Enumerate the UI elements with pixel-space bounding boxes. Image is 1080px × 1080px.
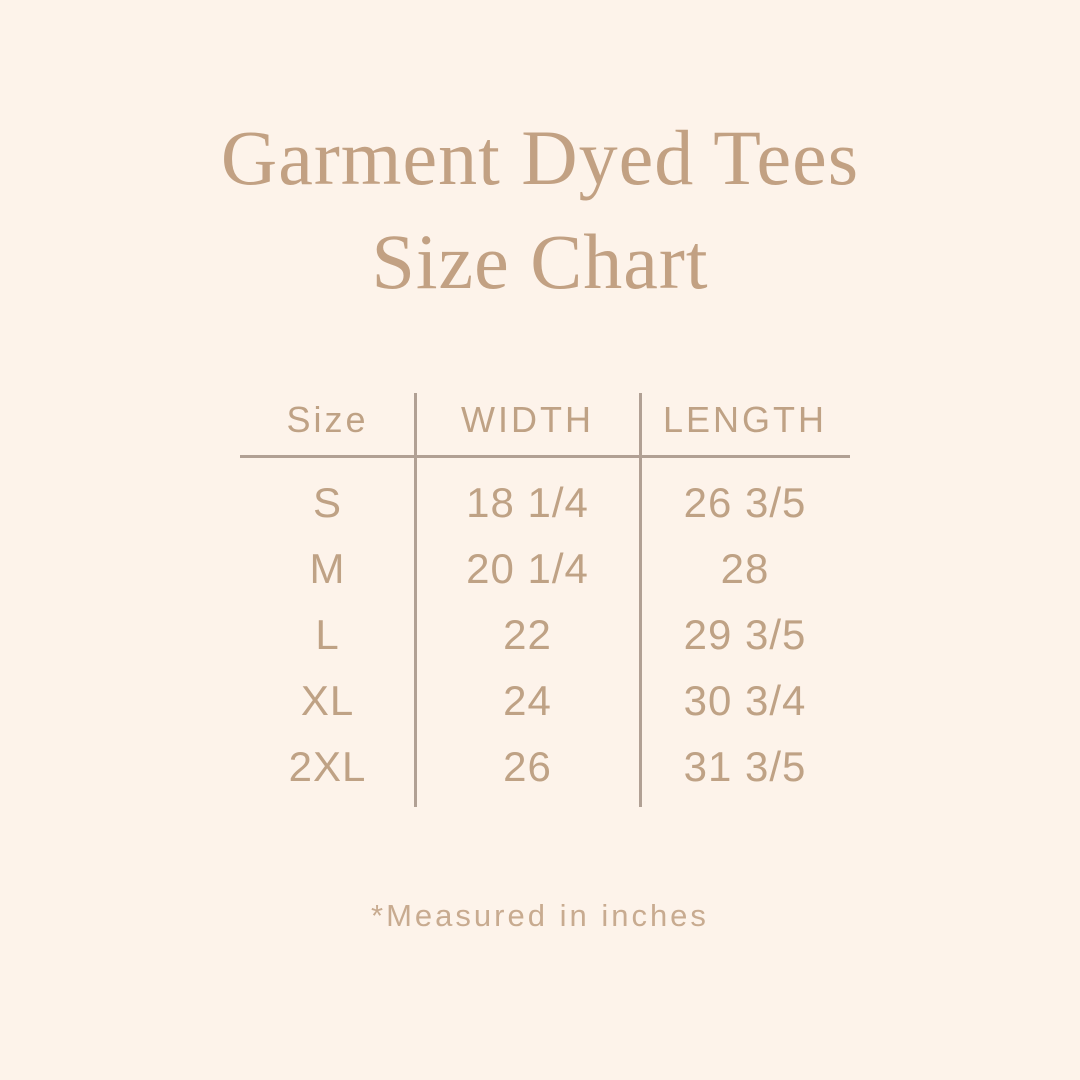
measurement-note: *Measured in inches — [371, 898, 709, 933]
width-cell: 22 — [503, 611, 552, 658]
header-divider-line — [240, 455, 850, 458]
table-body: S 18 1/4 26 3/5 M 20 1/4 28 L 22 29 3/5 … — [240, 458, 850, 800]
width-cell: 20 1/4 — [466, 545, 589, 592]
size-cell: S — [312, 479, 342, 526]
column-header-width: WIDTH — [461, 399, 594, 440]
size-cell: L — [315, 611, 340, 658]
width-cell: 26 — [503, 743, 552, 790]
table-row: M 20 1/4 28 — [240, 536, 850, 602]
table-row: 2XL 26 31 3/5 — [240, 734, 850, 800]
table-header-row: Size WIDTH LENGTH — [240, 385, 850, 455]
table-row: XL 24 30 3/4 — [240, 668, 850, 734]
width-cell: 18 1/4 — [466, 479, 589, 526]
size-cell: XL — [300, 677, 355, 724]
column-header-length: LENGTH — [662, 399, 828, 440]
length-cell: 28 — [720, 545, 770, 592]
size-cell: M — [309, 545, 346, 592]
size-table: Size WIDTH LENGTH S 18 1/4 26 3/5 M 20 1… — [240, 385, 850, 810]
column-header-size: Size — [286, 399, 369, 440]
length-cell: 31 3/5 — [683, 743, 807, 790]
size-cell: 2XL — [288, 743, 367, 790]
length-cell: 30 3/4 — [683, 677, 807, 724]
column-divider-line-2 — [639, 393, 642, 807]
title-line-1: Garment Dyed Tees — [220, 114, 860, 201]
page-title: Garment Dyed Tees Size Chart — [0, 106, 1080, 314]
table-row: L 22 29 3/5 — [240, 602, 850, 668]
title-line-2: Size Chart — [371, 218, 709, 305]
length-cell: 29 3/5 — [683, 611, 807, 658]
table-row: S 18 1/4 26 3/5 — [240, 470, 850, 536]
width-cell: 24 — [503, 677, 552, 724]
length-cell: 26 3/5 — [683, 479, 807, 526]
column-divider-line-1 — [414, 393, 417, 807]
